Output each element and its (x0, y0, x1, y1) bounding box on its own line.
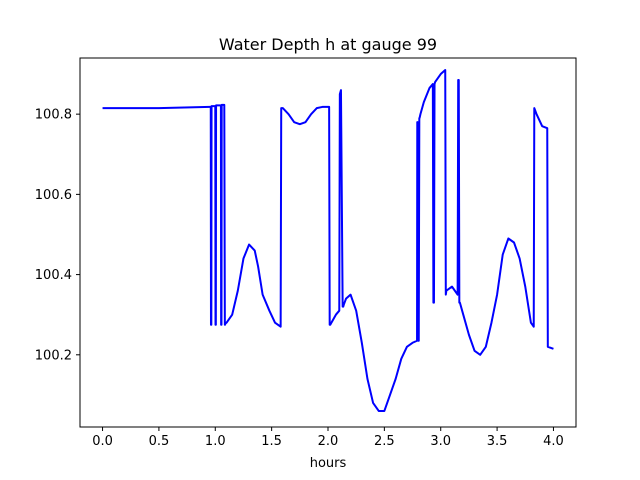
chart-title: Water Depth h at gauge 99 (219, 35, 437, 54)
y-tick-label: 100.4 (35, 268, 72, 283)
x-tick-label: 4.0 (543, 434, 564, 449)
x-tick-label: 0.5 (149, 434, 170, 449)
y-tick-label: 100.6 (35, 188, 72, 203)
series-line-water-depth (102, 69, 554, 412)
y-tick-label: 100.2 (35, 348, 72, 363)
x-tick-label: 1.5 (261, 434, 282, 449)
x-tick-label: 1.0 (205, 434, 226, 449)
x-tick-label: 2.5 (374, 434, 395, 449)
x-tick-label: 2.0 (318, 434, 339, 449)
x-tick-label: 3.0 (430, 434, 451, 449)
y-tick-label: 100.8 (35, 108, 72, 123)
y-axis: 100.2 100.4 100.6 100.8 (35, 108, 80, 363)
x-axis-label: hours (310, 456, 347, 471)
x-tick-label: 0.0 (92, 434, 113, 449)
plot-area (102, 69, 554, 412)
x-axis: 0.0 0.5 1.0 1.5 2.0 2.5 3.0 3.5 4.0 (92, 427, 564, 449)
x-tick-label: 3.5 (487, 434, 508, 449)
